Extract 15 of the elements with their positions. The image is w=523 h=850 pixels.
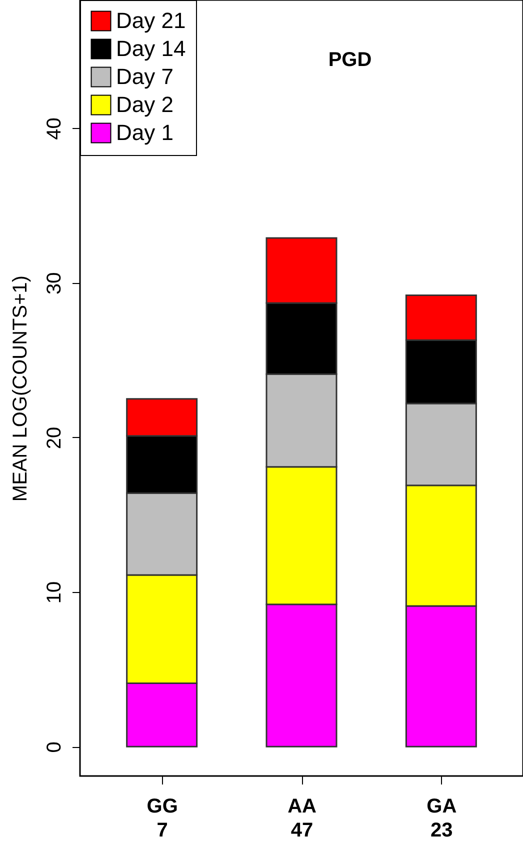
- legend-label: Day 1: [116, 120, 174, 145]
- legend-label: Day 2: [116, 92, 174, 117]
- text: PGD: [328, 49, 372, 71]
- y-axis-title: MEAN LOG(COUNTS+1): [10, 275, 32, 502]
- y-tick-label: 0: [44, 742, 66, 753]
- y-tick-label: 30: [44, 272, 66, 295]
- y-tick-label: 20: [44, 426, 66, 450]
- y-tick-label: 40: [44, 118, 66, 140]
- x-tick-label: GA 23: [426, 796, 457, 842]
- x-tick-label: AA 47: [288, 796, 316, 842]
- legend-label: Day 7: [116, 64, 174, 89]
- x-tick-label: GG 7: [146, 796, 178, 842]
- legend-label: Day 14: [116, 36, 186, 61]
- legend-label: Day 21: [116, 8, 186, 33]
- y-tick-label: 10: [44, 581, 66, 604]
